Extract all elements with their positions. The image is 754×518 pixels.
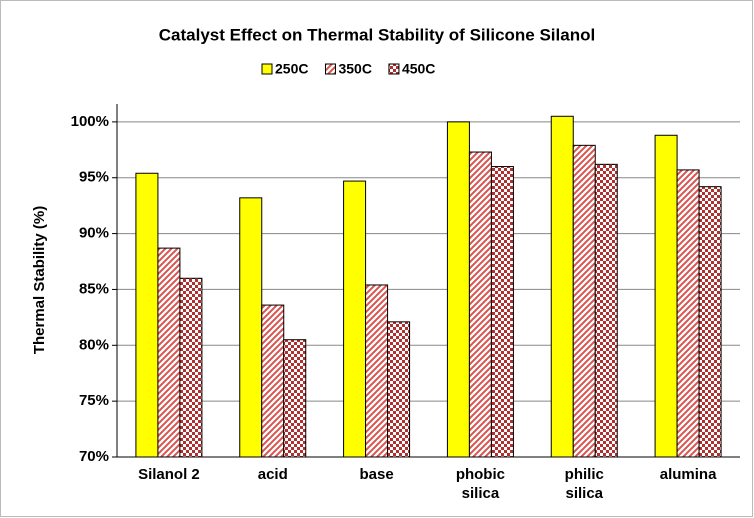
legend-swatch [388, 63, 400, 75]
bar [654, 134, 678, 458]
y-tick-label: 90% [79, 225, 109, 242]
bar [446, 121, 470, 458]
x-tick-label: philic silica [564, 466, 604, 502]
bar [676, 169, 700, 458]
bar [698, 186, 722, 458]
legend-swatch [324, 63, 336, 75]
bar [594, 163, 618, 458]
legend-swatch [261, 63, 273, 75]
x-tick-label: alumina [659, 466, 717, 483]
bar [343, 180, 367, 458]
x-tick-label: base [359, 466, 394, 483]
y-axis-title: Thermal Stability (%) [31, 206, 48, 354]
y-tick-label: 95% [79, 169, 109, 186]
bar [239, 197, 263, 458]
bar [283, 339, 307, 458]
legend-label: 250C [275, 61, 308, 77]
bar [157, 247, 181, 458]
bar [468, 151, 492, 458]
bar [550, 115, 574, 458]
x-tick-label: phobic silica [455, 466, 505, 502]
bar [135, 172, 159, 458]
bar [179, 277, 203, 458]
y-tick-label: 80% [79, 336, 109, 353]
legend-label: 350C [338, 61, 371, 77]
bar [365, 284, 389, 458]
bar [572, 144, 596, 458]
y-tick-label: 70% [79, 448, 109, 465]
bar [387, 321, 411, 458]
x-tick-label: acid [257, 466, 288, 483]
y-tick-label: 85% [79, 280, 109, 297]
bar [490, 166, 514, 458]
legend-label: 450C [402, 61, 435, 77]
y-tick-label: 75% [79, 392, 109, 409]
chart-title: Catalyst Effect on Thermal Stability of … [159, 25, 595, 44]
x-tick-label: Silanol 2 [138, 466, 200, 483]
bar [261, 304, 285, 458]
y-tick-label: 100% [71, 113, 109, 130]
